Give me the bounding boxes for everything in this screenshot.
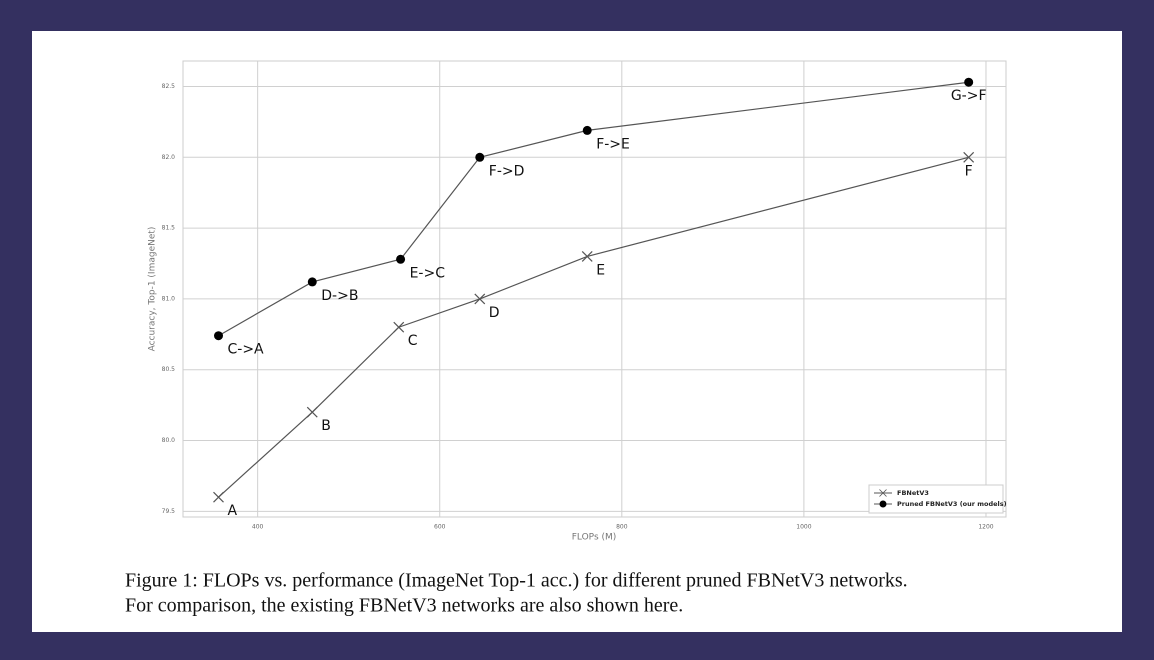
- y-tick-label: 82.5: [162, 83, 176, 90]
- x-axis-label: FLOPs (M): [572, 533, 617, 543]
- point-label: F->E: [596, 136, 630, 152]
- point-label: C->A: [228, 342, 265, 358]
- point-label: C: [408, 333, 418, 349]
- y-axis-label: Accuracy, Top-1 (ImageNet): [148, 227, 158, 352]
- x-tick-label: 600: [434, 524, 446, 531]
- x-tick-label: 800: [616, 524, 628, 531]
- x-tick-label: 1000: [796, 524, 811, 531]
- point-label: E->C: [410, 265, 446, 281]
- point-label: B: [321, 418, 331, 434]
- legend-label: FBNetV3: [897, 489, 929, 497]
- point-label: D: [489, 305, 500, 321]
- data-point: [214, 331, 224, 341]
- legend-label: Pruned FBNetV3 (our models): [897, 500, 1007, 508]
- caption-line: For comparison, the existing FBNetV3 net…: [125, 595, 683, 617]
- point-label: F->D: [489, 163, 525, 179]
- data-point: [475, 152, 485, 162]
- y-tick-label: 81.0: [162, 295, 176, 302]
- point-label: G->F: [951, 88, 987, 104]
- y-tick-label: 79.5: [162, 508, 176, 515]
- data-point: [581, 251, 593, 262]
- series-line: [218, 156, 969, 498]
- data-point: [393, 321, 405, 333]
- figure-card: [32, 31, 1122, 632]
- plot-frame: [182, 60, 1007, 518]
- y-tick-label: 80.0: [162, 437, 176, 444]
- data-point: [582, 125, 592, 135]
- point-label: E: [596, 262, 605, 278]
- point-label: F: [965, 163, 973, 179]
- data-point: [474, 293, 486, 305]
- data-point: [213, 491, 224, 503]
- point-label: D->B: [321, 288, 358, 304]
- data-point: [396, 254, 406, 264]
- legend-marker: [879, 500, 887, 508]
- data-point: [964, 77, 974, 87]
- data-point: [306, 406, 318, 418]
- data-point: [307, 277, 317, 287]
- x-tick-label: 400: [252, 524, 264, 531]
- caption-line: Figure 1: FLOPs vs. performance (ImageNe…: [125, 570, 908, 592]
- x-tick-label: 1200: [978, 524, 993, 531]
- y-tick-label: 80.5: [162, 366, 176, 373]
- series-line: [218, 81, 969, 337]
- y-tick-label: 81.5: [162, 225, 176, 232]
- point-label: A: [228, 503, 238, 519]
- y-tick-label: 82.0: [162, 154, 176, 161]
- legend-marker: [879, 489, 887, 497]
- legend-box: [868, 484, 1004, 514]
- data-point: [963, 151, 975, 163]
